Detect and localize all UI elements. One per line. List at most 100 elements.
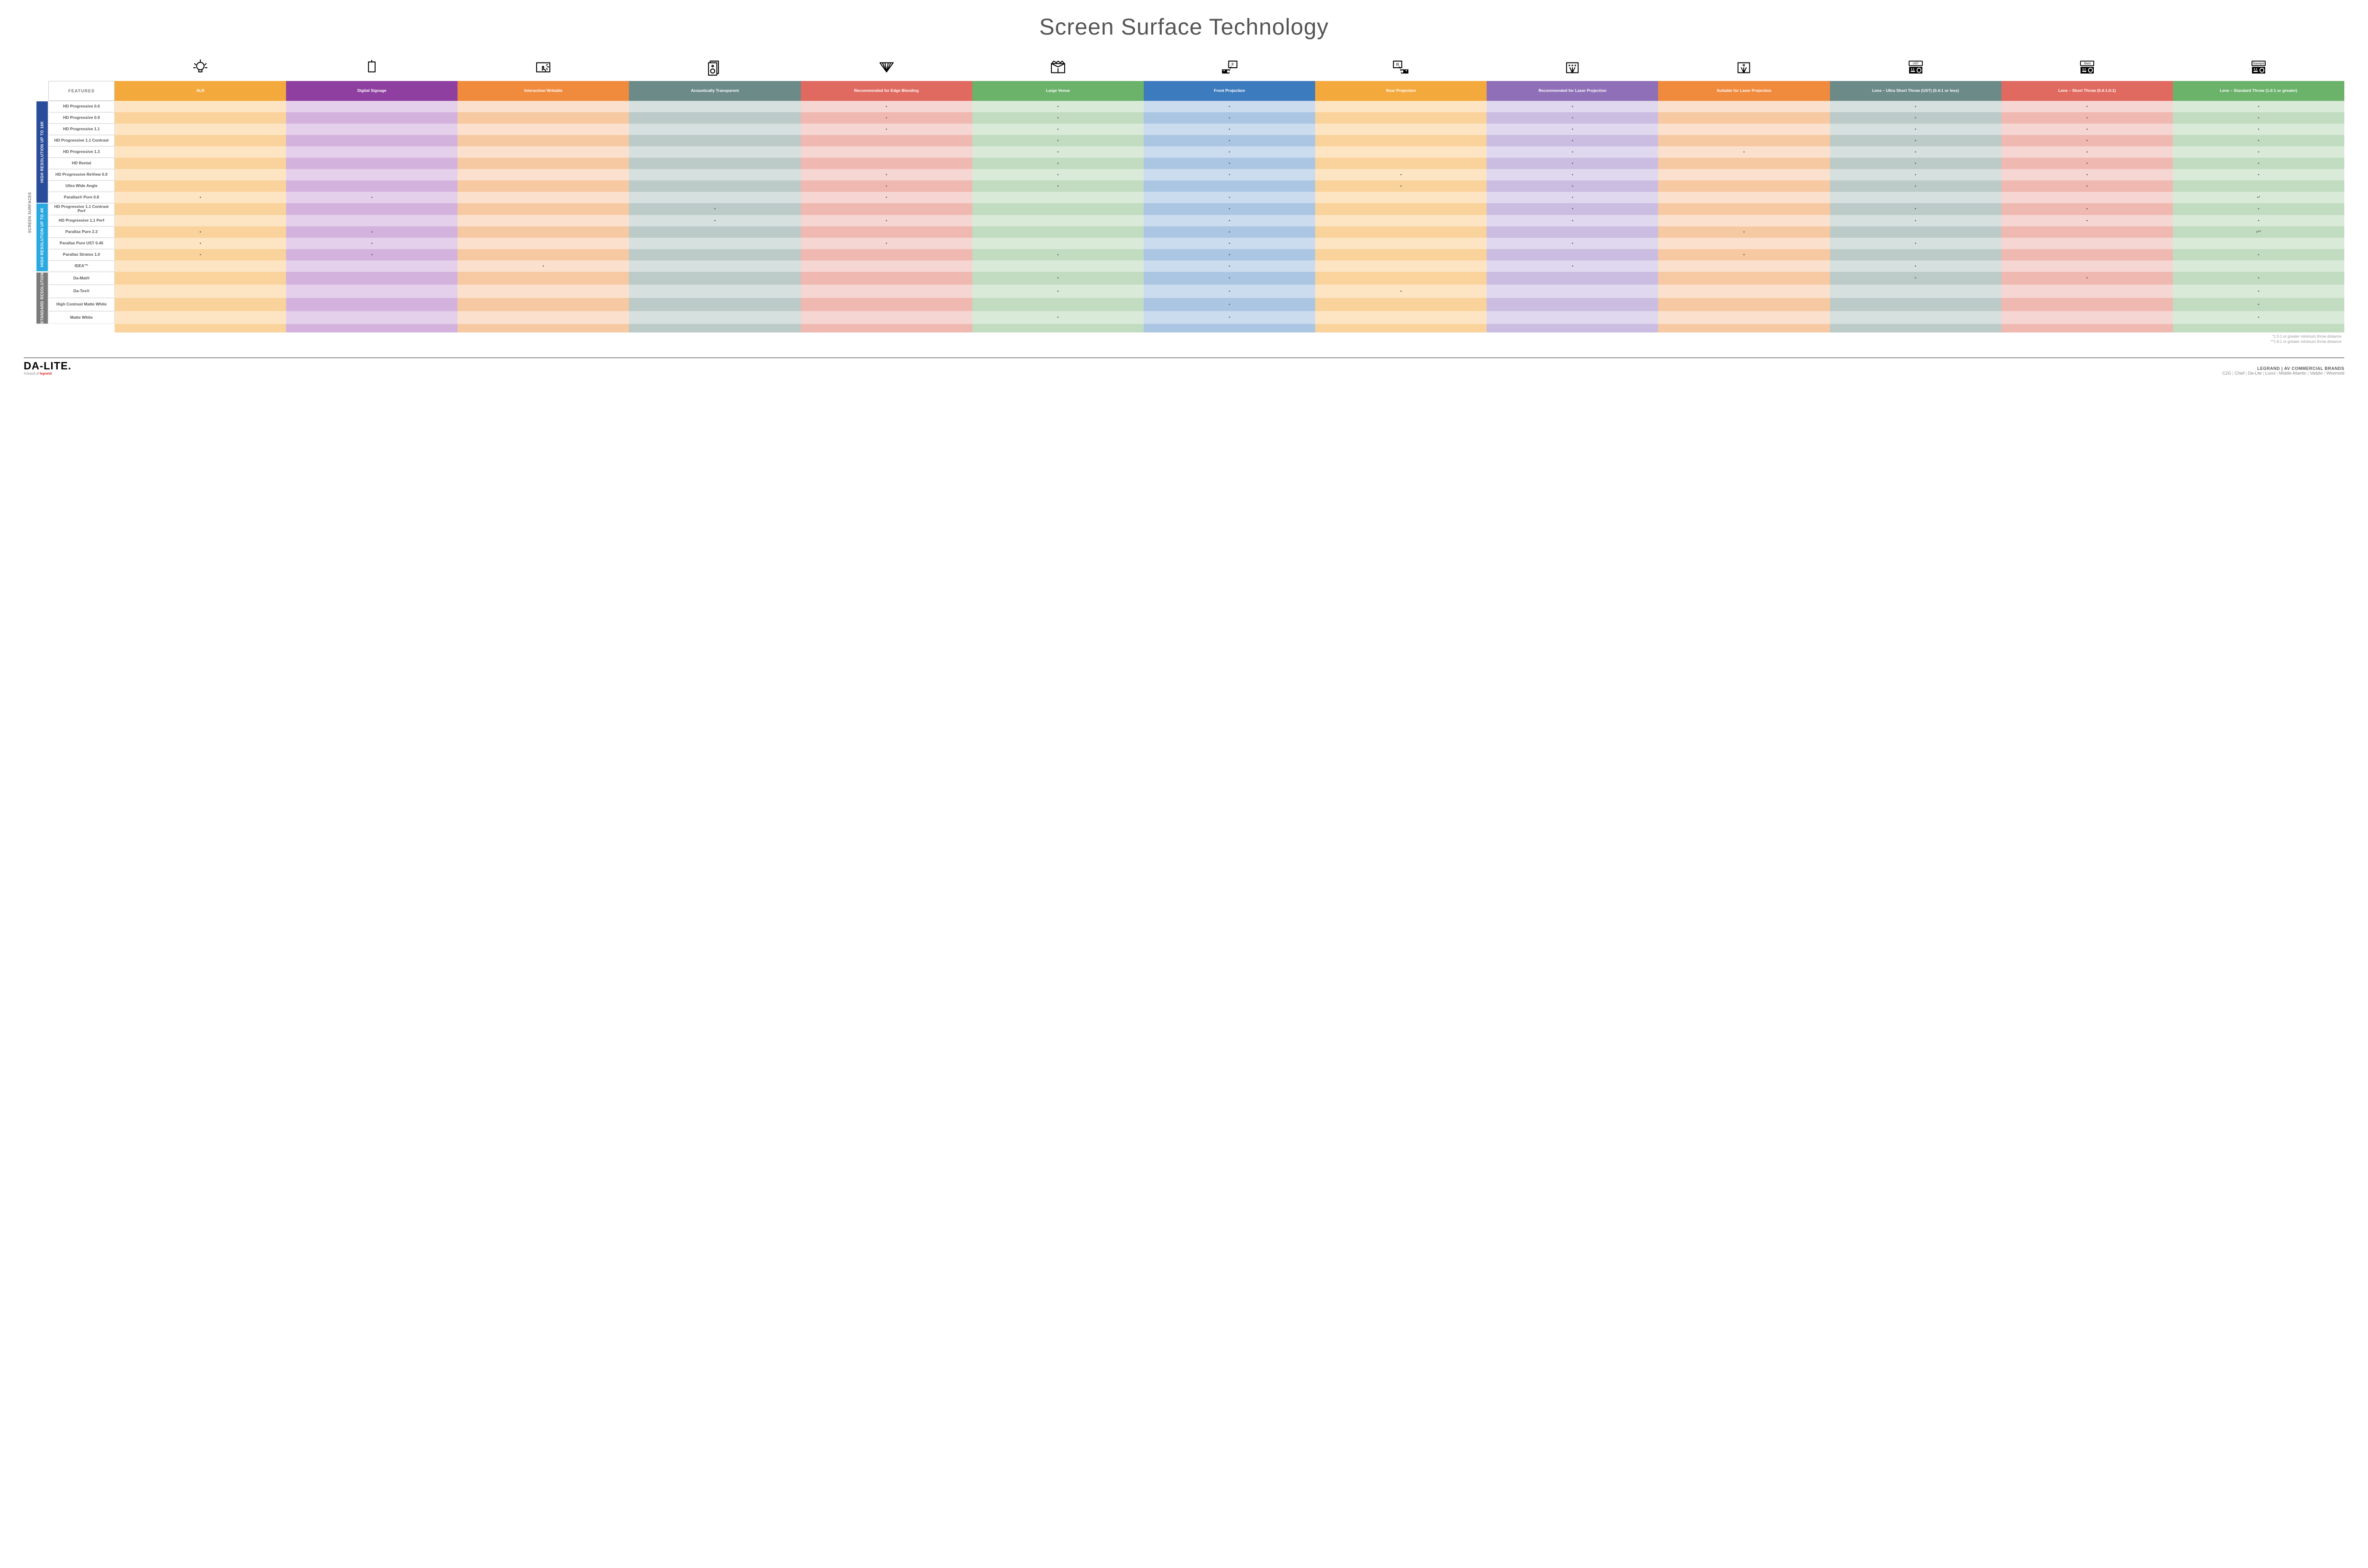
cell [286,169,457,180]
cell [457,192,629,203]
cell [115,311,286,324]
cell: • [115,192,286,203]
cell: • [2001,169,2173,180]
cell: • [2173,203,2344,215]
row-label: HD Progressive 1.1 Contrast Perf [48,203,115,215]
cell [115,158,286,169]
cell: • [2001,203,2173,215]
row-label: HD Progressive ReView 0.9 [48,169,115,180]
cell [286,112,457,124]
cell [972,260,1144,272]
cell: • [1487,124,1658,135]
cell: • [2173,249,2344,260]
cell: • [972,180,1144,192]
cell: • [1658,146,1830,158]
footer-brand: Middle Atlantic [2279,371,2310,376]
cell [801,311,972,324]
cell: • [972,112,1144,124]
row-label: Da-Mat® [48,272,115,285]
cell [629,101,800,112]
cell: • [972,311,1144,324]
cell [1315,192,1487,203]
cell: • [286,226,457,238]
cell [1315,146,1487,158]
cell [1830,298,2001,311]
cell [1144,180,1315,192]
cell [457,180,629,192]
cell [972,215,1144,226]
cell [286,101,457,112]
cell: • [115,238,286,249]
cell: • [972,169,1144,180]
cell: • [1830,135,2001,146]
cell: • [801,169,972,180]
cell [115,124,286,135]
cell: • [1315,180,1487,192]
brand-logo: DA-LITE. [24,360,72,372]
cell: • [1487,101,1658,112]
cell: • [2173,135,2344,146]
row-label: High Contrast Matte White [48,298,115,311]
cell [801,135,972,146]
cell: • [2173,124,2344,135]
cell: • [457,260,629,272]
cell [1658,215,1830,226]
cell [286,124,457,135]
svg-text:Short: Short [2083,62,2090,65]
svg-text:★★★: ★★★ [1568,63,1577,67]
cell: • [1487,158,1658,169]
row-label: IDEA™ [48,260,115,272]
col-header-edge: Recommended for Edge Blending [801,81,972,101]
cell [457,158,629,169]
cell [1658,260,1830,272]
cell [1658,238,1830,249]
cell: • [2001,158,2173,169]
comparison-grid: FR★★★★USTShortStandardFEATURESALRDigital… [24,54,2344,346]
cell [457,112,629,124]
cell [457,298,629,311]
cell: • [1144,238,1315,249]
cell: • [1144,203,1315,215]
row-label: Da-Tex® [48,285,115,298]
cell: • [1830,260,2001,272]
group-label: STANDARD RESOLUTION [36,272,48,324]
cell: • [2001,215,2173,226]
cell: • [1144,285,1315,298]
cell: • [1144,101,1315,112]
cell [1830,285,2001,298]
cell: • [2173,169,2344,180]
cell [286,146,457,158]
cell: • [1487,146,1658,158]
rear-icon: R [1315,54,1487,81]
cell: • [2173,146,2344,158]
cell: • [1144,124,1315,135]
signage-icon [286,54,457,81]
cell [629,135,800,146]
cell [115,298,286,311]
row-label: Parallax Pure UST 0.45 [48,238,115,249]
cell [1315,226,1487,238]
cell: • [2173,101,2344,112]
group-label: HIGH RESOLUTION UP TO 16K [36,101,48,203]
cell: • [801,192,972,203]
cell [1315,260,1487,272]
cell: • [2173,158,2344,169]
std-icon: Standard [2173,54,2344,81]
cell: • [2001,101,2173,112]
cell [1658,311,1830,324]
footer-brands: C2GChiefDa-LiteLuxulMiddle AtlanticVaddi… [2222,371,2344,376]
cell: • [1830,272,2001,285]
alr-icon [115,54,286,81]
cell: • [1830,112,2001,124]
svg-text:UST: UST [1912,62,1918,65]
cell [1315,311,1487,324]
cell: •* [2173,192,2344,203]
cell [1658,169,1830,180]
cell [1315,215,1487,226]
cell [629,146,800,158]
cell: • [1487,238,1658,249]
cell [1658,112,1830,124]
cell: • [801,180,972,192]
cell: •** [2173,226,2344,238]
cell [1658,124,1830,135]
